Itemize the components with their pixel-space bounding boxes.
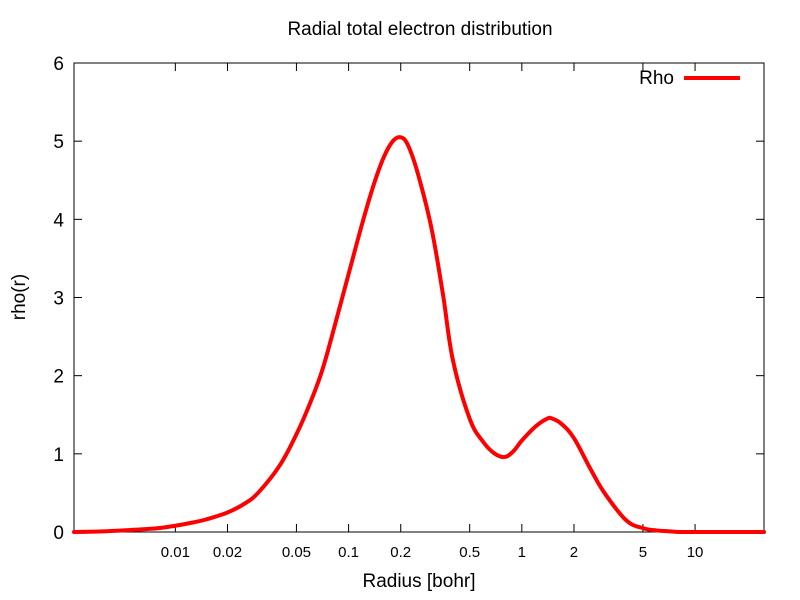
chart-title: Radial total electron distribution [287, 19, 552, 40]
x-tick-label: 2 [570, 544, 578, 561]
x-tick-label: 5 [639, 544, 647, 561]
y-tick-label: 5 [53, 132, 64, 153]
tick-labels: 0 1 2 3 4 5 6 0.01 0.02 0.05 0.1 0.2 0.5 1 2 5 10 [53, 54, 703, 561]
x-tick-label: 0.05 [282, 544, 311, 561]
x-axis-label: Radius [bohr] [362, 571, 475, 592]
plot-frame [73, 62, 765, 533]
y-tick-label: 0 [53, 523, 64, 544]
x-tick-label: 0.2 [390, 544, 411, 561]
tick-marks [74, 62, 764, 533]
y-tick-label: 1 [53, 445, 64, 466]
series-line-rho [72, 135, 766, 534]
y-tick-label: 6 [53, 54, 64, 75]
x-tick-label: 0.02 [213, 544, 242, 561]
x-tick-label: 0.1 [338, 544, 359, 561]
y-tick-label: 4 [53, 210, 64, 231]
x-tick-label: 10 [687, 544, 704, 561]
legend-label-rho: Rho [639, 68, 674, 89]
y-tick-label: 2 [53, 367, 64, 388]
y-tick-label: 3 [53, 289, 64, 310]
y-axis-label: rho(r) [9, 274, 30, 320]
x-tick-label: 1 [518, 544, 526, 561]
x-tick-label: 0.01 [161, 544, 190, 561]
x-tick-label: 0.5 [459, 544, 480, 561]
